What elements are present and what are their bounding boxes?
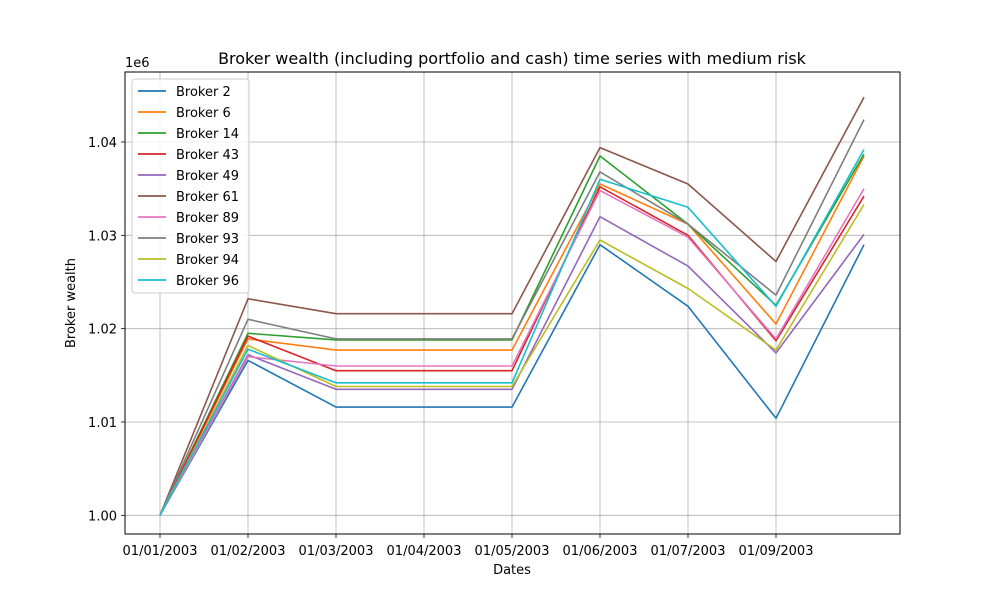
y-tick-label: 1.01 — [88, 416, 117, 431]
y-tick-label: 1.00 — [88, 509, 117, 524]
chart-title: Broker wealth (including portfolio and c… — [218, 49, 807, 68]
grid — [125, 72, 900, 534]
series-line-broker-93 — [159, 119, 865, 516]
legend-label-broker-61: Broker 61 — [176, 190, 239, 205]
legend: Broker 2 Broker 6 Broker 14 Broker 43 Broker… — [131, 78, 250, 294]
y-tick-label: 1.04 — [88, 136, 117, 151]
legend-label-broker-2: Broker 2 — [176, 85, 231, 100]
x-tick-label: 01/05/2003 — [475, 544, 550, 559]
series-line-broker-14 — [159, 153, 865, 516]
x-tick-label: 01/06/2003 — [563, 544, 638, 559]
legend-label-broker-6: Broker 6 — [176, 106, 231, 121]
legend-label-broker-43: Broker 43 — [176, 148, 239, 163]
x-axis-title: Dates — [493, 563, 531, 578]
y-tick-label: 1.02 — [88, 323, 117, 338]
y-tick-label: 1.03 — [88, 229, 117, 244]
x-tick-label: 01/03/2003 — [299, 544, 374, 559]
x-tick-label: 01/02/2003 — [211, 544, 286, 559]
series-layer — [159, 96, 865, 516]
series-line-broker-94 — [159, 204, 865, 516]
legend-label-broker-93: Broker 93 — [176, 232, 239, 247]
legend-label-broker-96: Broker 96 — [176, 274, 239, 289]
x-tick-label: 01/07/2003 — [651, 544, 726, 559]
legend-label-broker-49: Broker 49 — [176, 169, 239, 184]
y-offset-label: 1e6 — [125, 56, 150, 71]
y-axis-title: Broker wealth — [64, 258, 79, 348]
series-line-broker-49 — [159, 215, 865, 516]
y-axis: 1.00 1.01 1.02 1.03 1.04 — [88, 136, 125, 524]
series-line-broker-96 — [159, 149, 865, 516]
series-line-broker-2 — [159, 243, 865, 516]
x-axis: 01/01/2003 01/02/2003 01/03/2003 01/04/2003… — [123, 534, 814, 559]
series-line-broker-6 — [159, 155, 865, 516]
legend-label-broker-89: Broker 89 — [176, 211, 239, 226]
series-line-broker-89 — [159, 188, 865, 516]
x-tick-label: 01/04/2003 — [387, 544, 462, 559]
legend-label-broker-14: Broker 14 — [176, 127, 239, 142]
series-line-broker-61 — [159, 96, 865, 516]
x-tick-label: 01/09/2003 — [739, 544, 814, 559]
legend-label-broker-94: Broker 94 — [176, 253, 239, 268]
plot-frame — [124, 71, 901, 535]
x-tick-label: 01/01/2003 — [123, 544, 198, 559]
